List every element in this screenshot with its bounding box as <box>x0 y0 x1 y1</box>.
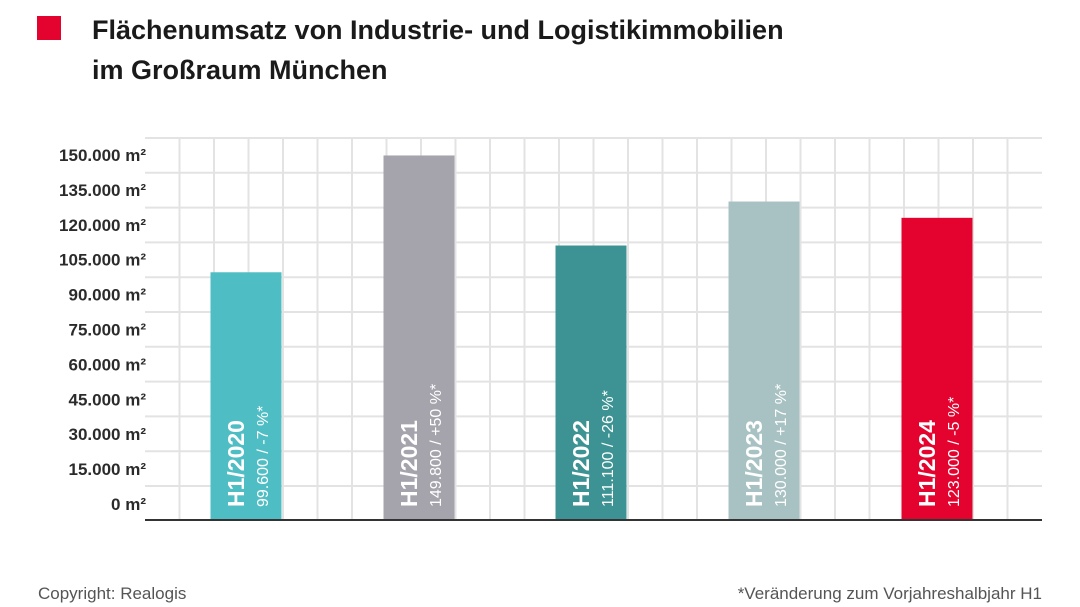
bar-value-label: 130.000 / +17 %* <box>773 384 790 507</box>
chart-title: Flächenumsatz von Industrie- und Logisti… <box>92 10 784 90</box>
y-tick-label: 45.000 m² <box>69 390 147 409</box>
bar-h1-2023 <box>728 201 800 521</box>
y-tick-label: 0 m² <box>111 495 146 514</box>
bar-category-label: H1/2024 <box>914 420 940 507</box>
bar-h1-2022 <box>555 245 627 521</box>
y-tick-label: 150.000 m² <box>59 146 146 165</box>
chart-title-line-2: im Großraum München <box>92 55 388 85</box>
title-marker <box>37 16 61 40</box>
bar-category-label: H1/2023 <box>741 420 767 507</box>
bar-h1-2021 <box>383 155 455 520</box>
y-tick-label: 135.000 m² <box>59 181 146 200</box>
bar-value-label: 111.100 / -26 %* <box>600 390 617 507</box>
y-tick-label: 15.000 m² <box>69 460 147 479</box>
bar-value-label: 123.000 / -5 %* <box>946 397 963 507</box>
y-tick-label: 75.000 m² <box>69 321 147 340</box>
y-tick-label: 105.000 m² <box>59 251 146 270</box>
chart-title-line-1: Flächenumsatz von Industrie- und Logisti… <box>92 15 784 45</box>
bar-category-label: H1/2020 <box>223 420 249 507</box>
bar-category-label: H1/2021 <box>396 420 422 507</box>
bar-category-label: H1/2022 <box>568 420 594 507</box>
bar-value-label: 149.800 / +50 %* <box>428 384 445 507</box>
bar-value-label: 99.600 / -7 %* <box>255 406 272 507</box>
footnote: *Veränderung zum Vorjahreshalbjahr H1 <box>737 584 1042 603</box>
y-tick-label: 90.000 m² <box>69 286 147 305</box>
y-tick-label: 60.000 m² <box>69 355 147 374</box>
bar-h1-2024 <box>901 217 973 520</box>
bar-h1-2020 <box>210 272 282 520</box>
y-tick-label: 30.000 m² <box>69 425 147 444</box>
y-tick-label: 120.000 m² <box>59 216 146 235</box>
copyright-note: Copyright: Realogis <box>38 584 187 603</box>
